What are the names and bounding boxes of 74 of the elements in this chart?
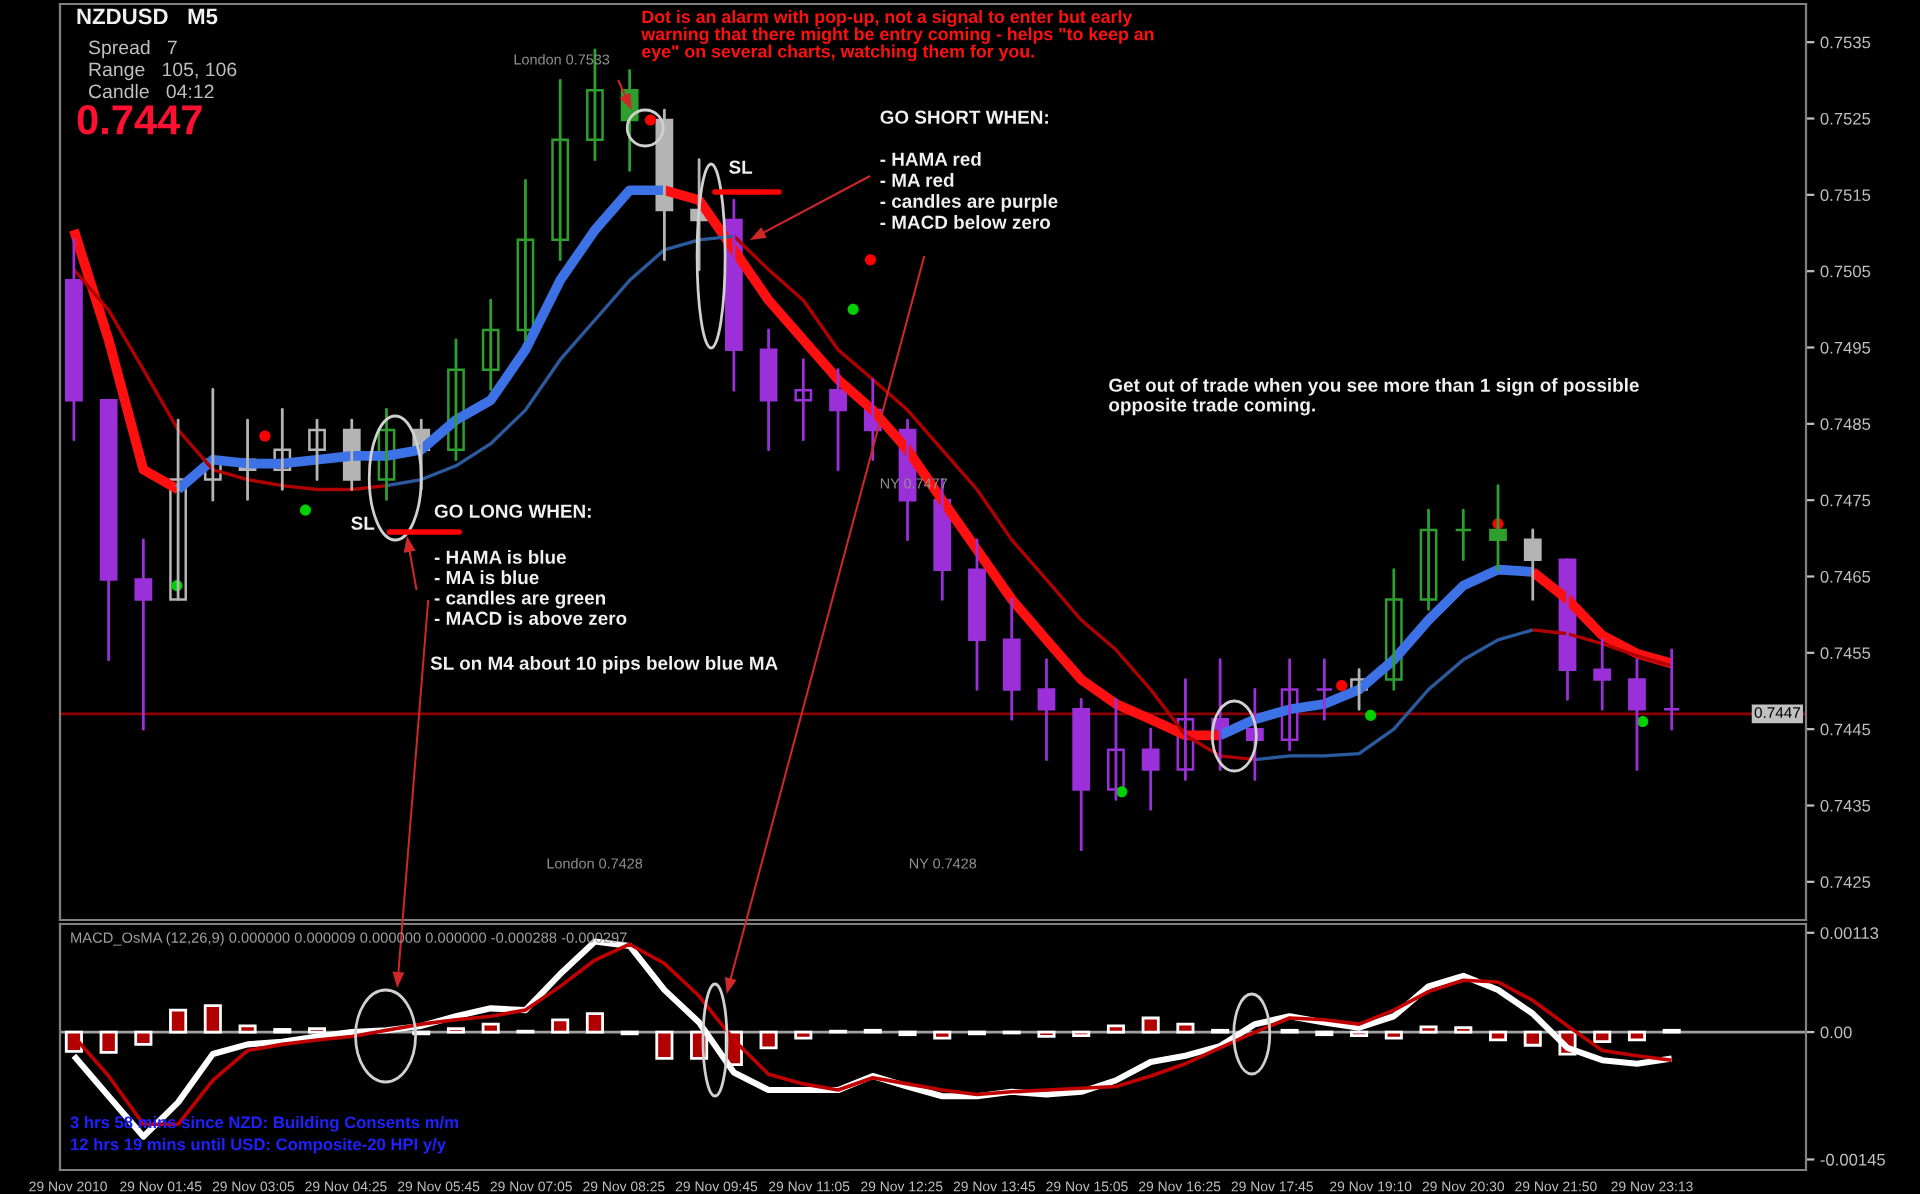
annotation: - HAMA red - MA red - candles are purple - MACD below zero — [880, 152, 1058, 229]
candlestick — [65, 238, 83, 442]
annotation: SL — [729, 160, 753, 174]
bar — [1523, 1030, 1542, 1047]
candlestick — [1454, 508, 1473, 562]
y-tick-label: 0.7465 — [1820, 570, 1871, 583]
annotation: 12 hrs 19 mins until USD: Composite-20 HPI y/y — [71, 1138, 446, 1154]
y-tick-label: 0.7425 — [1820, 876, 1871, 889]
point — [644, 114, 657, 126]
candlestick — [968, 538, 986, 691]
bar — [551, 1018, 570, 1034]
y-tick-label: 0.00113 — [1820, 927, 1879, 939]
bar — [1106, 1024, 1125, 1034]
point — [864, 254, 877, 266]
annotation: Spread 7 — [88, 40, 177, 59]
y-tick-label: 0.7535 — [1820, 36, 1871, 49]
line-series — [384, 234, 736, 488]
candlestick — [308, 418, 326, 481]
candlestick — [1628, 658, 1646, 772]
bar — [203, 1004, 222, 1034]
bar — [1454, 1026, 1473, 1034]
annotation: - HAMA is blue - MA is blue - candles are green - MACD is above zero — [434, 550, 627, 625]
y-tick-label: 0.7525 — [1820, 112, 1871, 125]
bar — [1141, 1016, 1160, 1034]
bar — [1627, 1030, 1646, 1042]
bar — [585, 1012, 604, 1034]
point — [1116, 786, 1128, 798]
bar — [169, 1008, 188, 1034]
annotation: SL on M4 about 10 pips below blue MA — [430, 656, 778, 674]
annotation: Get out of trade when you see more than 1 sign of possible opposite trade coming. — [1109, 378, 1639, 416]
bar — [1593, 1030, 1612, 1044]
annotation: GO LONG WHEN: — [434, 504, 591, 518]
chart-title: NZDUSD M5 — [77, 8, 218, 25]
candlestick — [1593, 638, 1612, 711]
line-series — [69, 225, 183, 495]
bar — [1384, 1030, 1403, 1040]
bar — [238, 1024, 257, 1034]
candlestick — [1662, 648, 1681, 731]
annotation: Range 105, 106 — [89, 62, 237, 81]
annotation: 0.7447 — [77, 105, 202, 135]
bar — [1037, 1030, 1056, 1038]
bar — [1176, 1022, 1195, 1034]
bar — [1419, 1025, 1438, 1034]
annotation: Candle 04:12 — [88, 84, 214, 99]
y-tick-label: 0.00 — [1820, 1026, 1852, 1039]
y-tick-label: 0.7435 — [1820, 799, 1871, 812]
y-tick-label: 0.7475 — [1820, 494, 1871, 507]
bar — [759, 1030, 778, 1050]
y-tick-label: 0.7515 — [1820, 189, 1871, 202]
bar — [933, 1030, 952, 1040]
point — [1365, 709, 1377, 721]
y-tick-label: -0.00145 — [1820, 1153, 1885, 1166]
bar — [794, 1030, 813, 1040]
annotation: GO SHORT WHEN: — [880, 110, 1048, 124]
point — [299, 504, 312, 516]
y-tick-label: 0.7445 — [1820, 723, 1871, 736]
point — [1637, 715, 1649, 728]
bar — [134, 1030, 153, 1046]
line-series — [1531, 628, 1674, 668]
point — [847, 303, 859, 315]
annotation: SL — [351, 516, 375, 530]
annotation: Dot is an alarm with pop-up, not a signal to enter but early warning that there might be entry coming - helps "to keep an eye" on several charts, watching them for you. — [641, 10, 1154, 62]
point — [259, 430, 271, 442]
point — [1336, 680, 1348, 692]
y-tick-label: 0.7455 — [1820, 647, 1871, 660]
bar — [99, 1030, 118, 1054]
y-tick-label: 0.7495 — [1820, 341, 1871, 354]
candlestick — [1315, 658, 1334, 721]
bar — [1488, 1030, 1508, 1042]
y-tick-label: 0.7485 — [1820, 418, 1871, 431]
bar — [481, 1022, 500, 1034]
line-series — [72, 267, 389, 492]
y-tick-label: 0.7505 — [1820, 265, 1871, 278]
bar — [655, 1030, 674, 1060]
